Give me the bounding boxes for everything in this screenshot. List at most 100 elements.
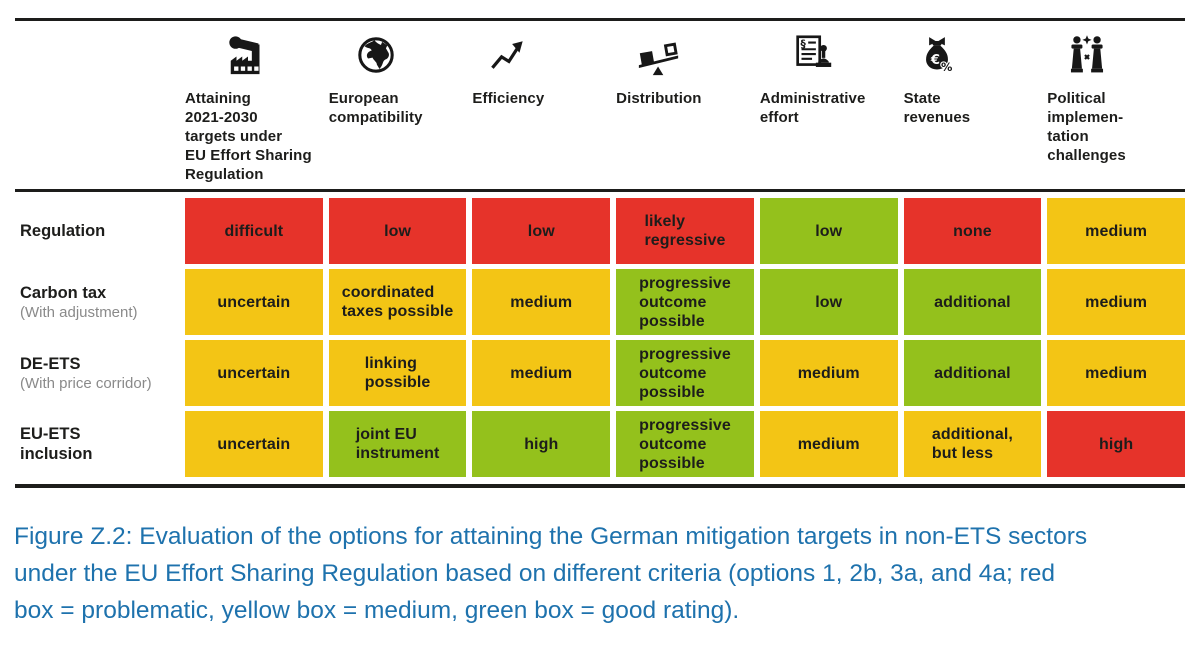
column-header-label: State revenues xyxy=(903,90,971,126)
rating-cell-text: additional xyxy=(934,293,1011,311)
rating-cell-text: low xyxy=(527,222,555,240)
rating-cell-text: progressive outcome possible xyxy=(639,345,731,401)
svg-text:§: § xyxy=(800,38,806,50)
rating-cell-text: none xyxy=(953,222,992,240)
rating-cell-r1-c6: none xyxy=(903,198,1042,264)
rating-cell-r3-c4: progressive outcome possible xyxy=(616,340,754,406)
row-label-3: DE-ETS (With price corridor) xyxy=(15,340,179,406)
rating-cell-r4-c1: uncertain xyxy=(185,411,323,477)
rating-cell-text: medium xyxy=(510,364,573,382)
column-header-label: Distribution xyxy=(616,90,702,107)
rating-cell-text: coordinated taxes possible xyxy=(341,284,454,320)
rating-cell-r2-c3: medium xyxy=(472,269,611,335)
row-label-1: Regulation xyxy=(15,198,179,264)
rating-cell-text: medium xyxy=(1085,222,1148,240)
rating-cell-text: progressive outcome possible xyxy=(639,416,731,472)
balance-icon xyxy=(636,31,682,79)
rating-grid: Regulation difficult low low likely regressi… xyxy=(15,192,1185,484)
rating-cell-r4-c7: high xyxy=(1047,411,1185,477)
rating-cell-r1-c7: medium xyxy=(1047,198,1185,264)
rating-cell-r1-c4: likely regressive xyxy=(616,198,754,264)
option-name: EU-ETS inclusion xyxy=(20,425,93,463)
rating-cell-text: medium xyxy=(797,435,860,453)
rating-cell-text: progressive outcome possible xyxy=(639,274,731,330)
document-stamp-icon: § xyxy=(790,31,836,79)
column-header-5: § Administrative effort xyxy=(760,31,898,189)
rating-cell-r3-c1: uncertain xyxy=(185,340,323,406)
rating-cell-r2-c2: coordinated taxes possible xyxy=(328,269,467,335)
rating-cell-text: likely regressive xyxy=(644,213,726,249)
option-subtitle: (With adjustment) xyxy=(20,303,138,321)
rating-cell-r2-c5: low xyxy=(759,269,898,335)
rating-cell-r3-c3: medium xyxy=(472,340,611,406)
rating-cell-text: medium xyxy=(510,293,573,311)
rating-cell-text: additional, but less xyxy=(931,426,1013,462)
rating-cell-r1-c3: low xyxy=(472,198,611,264)
rating-cell-text: uncertain xyxy=(217,293,291,311)
header-separator-rule xyxy=(15,189,1185,192)
option-name: DE-ETS xyxy=(20,354,81,373)
column-header-7: Political implemen- tation challenges xyxy=(1047,31,1185,189)
column-header-label: Efficiency xyxy=(472,90,545,107)
rating-cell-r4-c3: high xyxy=(472,411,611,477)
option-subtitle: (With price corridor) xyxy=(20,374,152,392)
rating-cell-text: medium xyxy=(1085,293,1148,311)
rating-cell-r1-c5: low xyxy=(759,198,898,264)
option-name: Carbon tax xyxy=(20,283,107,302)
bottom-rule xyxy=(15,484,1185,488)
trend-up-icon xyxy=(486,31,530,79)
row-label-4: EU-ETS inclusion xyxy=(15,411,179,477)
rating-cell-text: high xyxy=(524,435,559,453)
rating-cell-text: medium xyxy=(797,364,860,382)
rating-cell-text: low xyxy=(384,222,412,240)
option-name: Regulation xyxy=(20,222,106,240)
column-header-label: Political implemen- tation challenges xyxy=(1047,90,1126,164)
rating-cell-r2-c6: additional xyxy=(903,269,1042,335)
rating-cell-text: additional xyxy=(934,364,1011,382)
rating-cell-r4-c6: additional, but less xyxy=(903,411,1042,477)
caption-line-3: box = problematic, yellow box = medium, … xyxy=(14,597,740,624)
column-header-4: Distribution xyxy=(616,31,754,189)
rating-cell-text: uncertain xyxy=(217,435,291,453)
column-header-3: Efficiency xyxy=(472,31,610,189)
globe-icon xyxy=(355,31,397,79)
rating-cell-r1-c1: difficult xyxy=(185,198,323,264)
rating-cell-r3-c5: medium xyxy=(759,340,898,406)
rating-cell-r3-c7: medium xyxy=(1047,340,1185,406)
money-bag-icon: €% xyxy=(916,31,958,79)
column-header-2: European compatibility xyxy=(329,31,467,189)
rating-cell-text: difficult xyxy=(224,222,284,240)
rating-cell-r2-c7: medium xyxy=(1047,269,1185,335)
row-label-2: Carbon tax (With adjustment) xyxy=(15,269,179,335)
rating-cell-r2-c1: uncertain xyxy=(185,269,323,335)
rating-cell-text: medium xyxy=(1085,364,1148,382)
rating-cell-text: joint EU instrument xyxy=(355,426,440,462)
header-spacer xyxy=(15,31,179,189)
column-header-1: Attaining 2021-2030 targets under EU Eff… xyxy=(185,31,323,189)
caption-line-1: Figure Z.2: Evaluation of the options fo… xyxy=(14,523,1088,550)
column-header-label: European compatibility xyxy=(328,90,423,126)
rating-cell-text: uncertain xyxy=(217,364,291,382)
factory-icon xyxy=(225,31,271,79)
rating-cell-r1-c2: low xyxy=(328,198,467,264)
column-header-label: Administrative effort xyxy=(759,90,866,126)
rating-cell-r2-c4: progressive outcome possible xyxy=(616,269,754,335)
rating-cell-text: high xyxy=(1099,435,1134,453)
debate-podium-icon xyxy=(1065,31,1109,79)
rating-cell-r4-c5: medium xyxy=(759,411,898,477)
rating-cell-r3-c6: additional xyxy=(903,340,1042,406)
column-header-label: Attaining 2021-2030 targets under EU Eff… xyxy=(185,90,312,183)
svg-text:€: € xyxy=(930,53,940,68)
rating-cell-r3-c2: linking possible xyxy=(328,340,467,406)
evaluation-matrix: Attaining 2021-2030 targets under EU Eff… xyxy=(15,18,1185,488)
column-header-6: €% State revenues xyxy=(904,31,1042,189)
rating-cell-text: linking possible xyxy=(364,355,431,391)
criteria-header-row: Attaining 2021-2030 targets under EU Eff… xyxy=(15,21,1185,189)
figure-caption: Figure Z.2: Evaluation of the options fo… xyxy=(14,518,1186,629)
svg-text:%: % xyxy=(941,60,953,74)
rating-cell-text: low xyxy=(815,293,843,311)
rating-cell-r4-c4: progressive outcome possible xyxy=(616,411,754,477)
top-rule xyxy=(15,18,1185,21)
rating-cell-r4-c2: joint EU instrument xyxy=(328,411,467,477)
